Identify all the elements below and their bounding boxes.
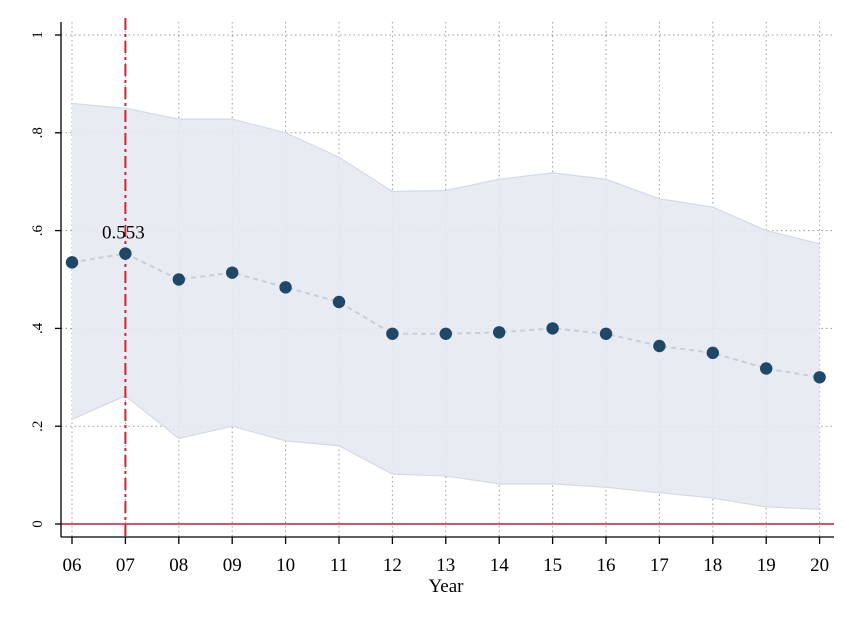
reference-lines bbox=[61, 18, 834, 537]
x-tick-label: 12 bbox=[383, 555, 402, 576]
y-tick-label: .2 bbox=[30, 421, 46, 432]
y-tick-label: 1 bbox=[30, 31, 46, 39]
y-tick-label: .4 bbox=[30, 322, 46, 334]
ci-lower-edge bbox=[71, 395, 820, 510]
x-tick-label: 20 bbox=[810, 555, 829, 576]
x-tick-label: 16 bbox=[597, 555, 616, 576]
data-point bbox=[546, 322, 559, 335]
ci-upper-edge bbox=[71, 102, 820, 245]
data-point bbox=[760, 362, 773, 375]
x-axis-title: Year bbox=[428, 576, 464, 597]
x-tick-label: 09 bbox=[223, 555, 242, 576]
data-point bbox=[172, 273, 185, 286]
x-tick-label: 13 bbox=[436, 555, 455, 576]
data-point bbox=[332, 295, 346, 309]
x-tick-label: 14 bbox=[490, 555, 510, 576]
data-point bbox=[279, 281, 292, 294]
y-tick-label: .8 bbox=[30, 127, 46, 138]
data-point bbox=[119, 247, 132, 260]
x-tick-label: 10 bbox=[276, 555, 295, 576]
x-tick-label: 17 bbox=[650, 555, 669, 576]
x-tick-label: 11 bbox=[330, 555, 348, 576]
data-point bbox=[439, 327, 452, 340]
data-point bbox=[386, 327, 399, 340]
confidence-band bbox=[71, 102, 820, 510]
axes: 0 .2 .4 .6 .8 1 06 07 08 09 10 11 12 13 14 15 16 17 18 19 20… bbox=[30, 22, 834, 597]
data-point bbox=[599, 327, 613, 340]
ci-band-area bbox=[72, 103, 820, 510]
x-tick-label: 07 bbox=[116, 555, 135, 576]
data-point bbox=[226, 266, 239, 279]
series bbox=[65, 247, 826, 384]
data-point bbox=[653, 339, 666, 353]
data-point bbox=[813, 371, 826, 384]
data-label: 0.553 bbox=[102, 223, 145, 244]
x-tick-label: 19 bbox=[757, 555, 776, 576]
labels: 0.553 bbox=[102, 223, 145, 244]
data-point bbox=[493, 326, 506, 339]
data-point bbox=[706, 346, 719, 360]
y-tick-label: .6 bbox=[30, 224, 46, 236]
x-tick-label: 06 bbox=[63, 555, 82, 576]
x-tick-label: 15 bbox=[543, 555, 562, 576]
x-tick-label: 18 bbox=[703, 555, 722, 576]
x-tick-label: 08 bbox=[169, 555, 188, 576]
data-point bbox=[65, 256, 79, 269]
y-tick-label: 0 bbox=[30, 520, 46, 528]
